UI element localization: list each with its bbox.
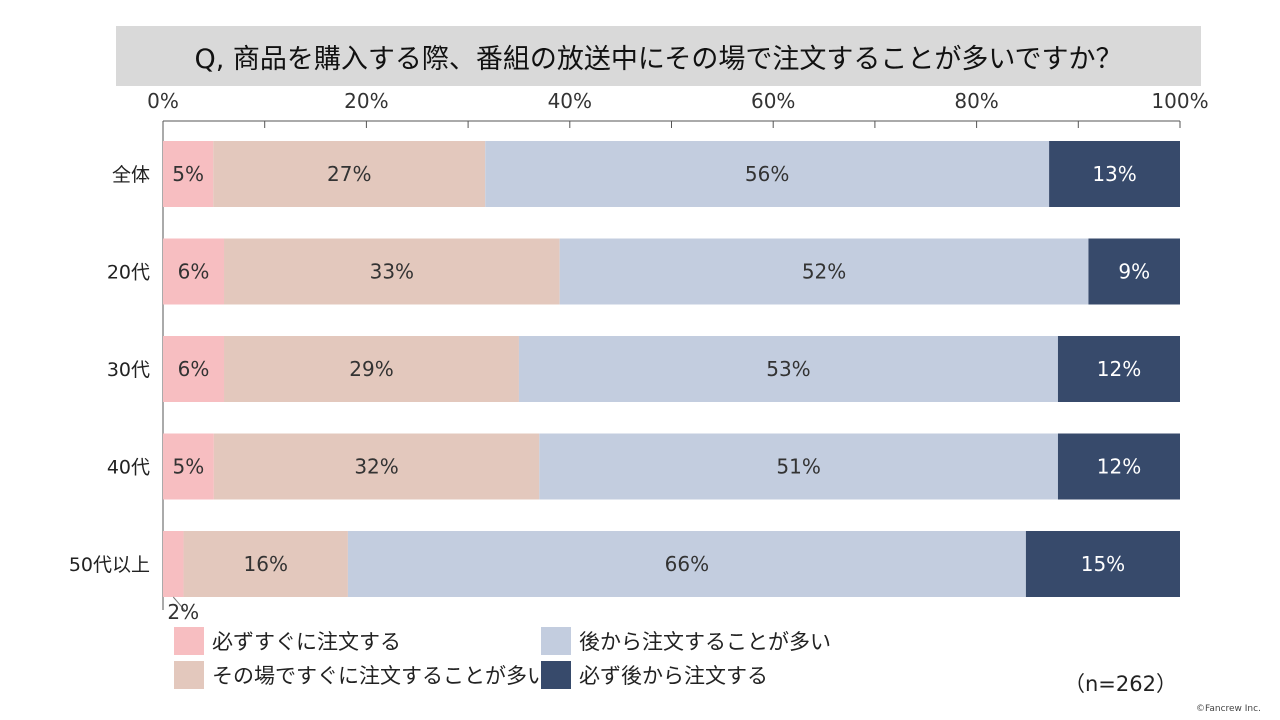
category-label-3: 40代 [107,457,150,479]
legend-swatch-1 [174,661,204,689]
bar-4-3 [1025,531,1180,597]
data-label-3-0: 5% [173,455,205,479]
x-tick-label-4: 80% [954,89,998,113]
category-label-4: 50代以上 [69,554,150,576]
x-tick-label-2: 40% [548,89,592,113]
data-label-1-0: 6% [178,260,210,284]
x-tick-label-1: 20% [344,89,388,113]
data-label-2-0: 6% [178,357,210,381]
x-tick-label-0: 0% [147,89,179,113]
data-label-0-0: 5% [172,162,204,186]
legend-item-2: 後から注文することが多い [541,626,831,656]
legend-swatch-3 [541,661,571,689]
category-label-1: 20代 [107,262,150,284]
legend-label-1: その場ですぐに注文することが多い [212,664,548,688]
data-label-4-0: 2% [167,600,199,624]
legend-label-0: 必ずすぐに注文する [212,630,401,654]
bar-0-3 [1049,141,1180,207]
data-label-0-3: 13% [1092,162,1136,186]
bar-2-3 [1057,336,1180,402]
bar-0-0 [163,141,214,207]
data-label-3-3: 12% [1097,455,1141,479]
x-tick-label-5: 100% [1151,89,1208,113]
legend-item-3: 必ず後から注文する [541,660,768,690]
data-label-0-1: 27% [327,162,371,186]
legend-item-0: 必ずすぐに注文する [174,626,401,656]
bar-2-0 [163,336,225,402]
bar-3-2 [539,433,1058,500]
bar-3-3 [1057,433,1180,500]
data-label-4-3: 15% [1081,552,1125,576]
data-label-1-3: 9% [1118,260,1150,284]
bar-3-0 [163,433,214,500]
x-tick-label-3: 60% [751,89,795,113]
sample-size-note: （n=262） [1064,672,1177,696]
data-label-4-1: 16% [244,552,288,576]
chart-title-text: Q, 商品を購入する際、番組の放送中にその場で注文することが多いですか？ [194,43,1123,75]
data-label-0-2: 56% [745,162,789,186]
category-label-2: 30代 [107,359,150,381]
bar-2-1 [224,336,519,402]
data-label-2-3: 12% [1097,357,1141,381]
legend-label-3: 必ず後から注文する [579,664,768,688]
data-label-3-2: 51% [776,455,820,479]
bar-1-1 [224,238,560,305]
data-label-1-2: 52% [802,260,846,284]
bar-4-1 [183,531,348,597]
bar-1-3 [1088,238,1180,305]
bar-4-0 [163,531,184,597]
bar-2-2 [518,336,1058,402]
bar-1-2 [559,238,1089,305]
legend-swatch-0 [174,627,204,655]
chart-title: Q, 商品を購入する際、番組の放送中にその場で注文することが多いですか？ [116,26,1201,86]
data-label-2-2: 53% [766,357,810,381]
data-label-1-1: 33% [370,260,414,284]
data-label-leader-4-0 [172,596,186,612]
legend-label-2: 後から注文することが多い [579,630,831,654]
data-label-4-2: 66% [665,552,709,576]
bar-0-2 [485,141,1050,207]
legend-swatch-2 [541,627,571,655]
data-label-2-1: 29% [349,357,393,381]
category-label-0: 全体 [112,164,150,186]
copyright-text: ©Fancrew Inc. [1196,704,1261,714]
bar-0-1 [213,141,486,207]
legend-item-1: その場ですぐに注文することが多い [174,660,548,690]
bar-4-2 [347,531,1026,597]
bar-3-1 [213,433,540,500]
bar-1-0 [163,238,225,305]
data-label-3-1: 32% [354,455,398,479]
